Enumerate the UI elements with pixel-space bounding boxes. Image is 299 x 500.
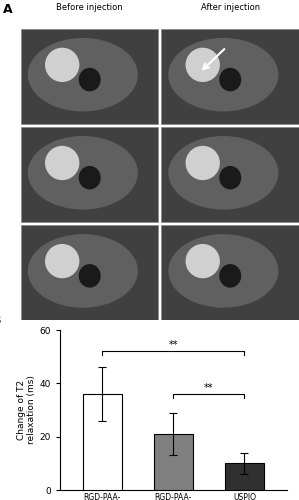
Ellipse shape [45, 146, 80, 180]
Bar [21, 29, 158, 124]
Text: After injection: After injection [201, 3, 260, 12]
Ellipse shape [45, 244, 80, 278]
Circle shape [79, 264, 101, 287]
Circle shape [219, 264, 241, 287]
Bar [154, 434, 193, 490]
Bar [161, 29, 299, 124]
Text: Before injection: Before injection [57, 3, 123, 12]
Text: **: ** [204, 382, 214, 392]
Text: **: ** [169, 340, 178, 350]
Ellipse shape [186, 244, 220, 278]
Bar [21, 225, 158, 320]
Text: B: B [0, 314, 1, 327]
Ellipse shape [168, 136, 278, 210]
Text: A: A [3, 3, 13, 16]
Circle shape [79, 68, 101, 92]
Bar [225, 464, 264, 490]
Ellipse shape [168, 38, 278, 112]
Circle shape [79, 166, 101, 190]
Circle shape [219, 166, 241, 190]
Ellipse shape [186, 48, 220, 82]
Ellipse shape [45, 48, 80, 82]
Y-axis label: Change of T2
relaxation (ms): Change of T2 relaxation (ms) [17, 376, 36, 444]
Bar [161, 225, 299, 320]
Bar [21, 127, 158, 222]
Circle shape [219, 68, 241, 92]
Bar [83, 394, 122, 490]
Ellipse shape [28, 38, 138, 112]
Ellipse shape [28, 234, 138, 308]
Bar [161, 127, 299, 222]
Ellipse shape [168, 234, 278, 308]
Ellipse shape [28, 136, 138, 210]
Ellipse shape [186, 146, 220, 180]
